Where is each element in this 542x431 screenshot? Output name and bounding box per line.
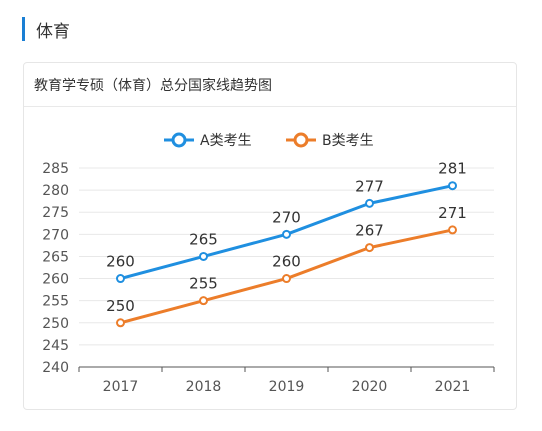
- x-tick-label: 2018: [186, 379, 222, 395]
- data-point: [282, 229, 291, 239]
- data-point: [116, 318, 125, 328]
- data-label: 250: [106, 297, 135, 315]
- data-label: 281: [438, 160, 467, 178]
- legend-marker: [171, 132, 187, 148]
- y-tick-label: 280: [42, 183, 69, 199]
- y-tick-label: 245: [42, 338, 69, 354]
- x-tick-label: 2020: [352, 379, 388, 395]
- y-tick-label: 270: [42, 227, 69, 243]
- data-point: [448, 225, 457, 235]
- data-point: [365, 243, 374, 253]
- data-point: [199, 251, 208, 261]
- y-tick-label: 265: [42, 249, 69, 265]
- legend-label: A类考生: [200, 133, 252, 149]
- x-tick-label: 2017: [103, 379, 139, 395]
- data-point: [199, 296, 208, 306]
- line-chart: 240 245 250 255 260 265 270 275 280 285 2017 2018 20…: [42, 132, 495, 395]
- data-label: 260: [106, 253, 135, 271]
- data-point: [365, 198, 374, 208]
- data-point: [448, 181, 457, 191]
- legend-marker: [293, 132, 309, 148]
- data-label: 255: [189, 275, 218, 293]
- y-tick-label: 285: [42, 161, 69, 177]
- data-point: [282, 274, 291, 284]
- data-label: 267: [355, 222, 384, 240]
- y-tick-label: 250: [42, 316, 69, 332]
- data-point: [116, 274, 125, 284]
- data-label: 265: [189, 230, 218, 248]
- section-title: 体育: [36, 21, 70, 42]
- y-tick-label: 255: [42, 294, 69, 310]
- y-tick-label: 260: [42, 272, 69, 288]
- section-header: 体育: [22, 16, 70, 42]
- x-tick-label: 2019: [269, 379, 305, 395]
- x-tick-label: 2021: [435, 379, 471, 395]
- data-label: 271: [438, 204, 467, 222]
- data-label: 260: [272, 253, 301, 271]
- y-tick-label: 275: [42, 205, 69, 221]
- y-tick-label: 240: [42, 360, 69, 376]
- data-label: 277: [355, 177, 384, 195]
- chart-card: 教育学专硕（体育）总分国家线趋势图 240 245 250 255 260 265 270 2…: [23, 62, 517, 410]
- legend-label: B类考生: [322, 133, 374, 149]
- data-label: 270: [272, 208, 301, 226]
- section-accent-bar: [22, 17, 25, 41]
- chart-card-title: 教育学专硕（体育）总分国家线趋势图: [24, 63, 516, 107]
